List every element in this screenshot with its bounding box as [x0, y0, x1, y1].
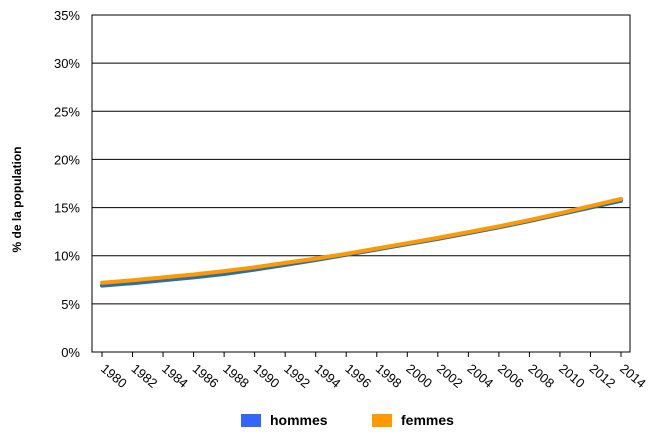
- x-tick-label: 2010: [556, 361, 588, 391]
- y-axis-ticks: 0% 5% 10% 15% 20% 25% 30% 35%: [54, 8, 80, 360]
- series-line-femmes: [100, 196, 623, 285]
- x-tick-label: 1984: [159, 361, 191, 391]
- y-tick-label: 10%: [54, 249, 80, 264]
- legend-swatch-femmes: [372, 414, 392, 427]
- legend: hommes femmes: [241, 412, 454, 428]
- x-tick-label: 2008: [525, 361, 557, 391]
- legend-label-femmes: femmes: [401, 412, 454, 428]
- series-lines: [100, 196, 623, 288]
- legend-label-hommes: hommes: [270, 412, 328, 428]
- x-tick-label: 1988: [220, 361, 252, 391]
- x-tick-label: 1996: [342, 361, 374, 391]
- x-tick-label: 2000: [403, 361, 435, 391]
- x-tick-label: 1986: [190, 361, 222, 391]
- series-line-hommes: [100, 198, 623, 288]
- x-tick-label: 1994: [312, 361, 344, 391]
- plot-frame: [91, 14, 631, 353]
- y-tick-label: 5%: [61, 297, 80, 312]
- x-tick-label: 2012: [587, 361, 619, 391]
- x-tick-label: 1992: [281, 361, 313, 391]
- y-tick-label: 0%: [61, 345, 80, 360]
- x-tick-label: 2004: [464, 361, 496, 391]
- y-tick-label: 20%: [54, 152, 80, 167]
- x-axis-ticks: 1980198219841986198819901992199419961998…: [98, 352, 649, 391]
- y-tick-label: 25%: [54, 104, 80, 119]
- y-axis-label: % de la population: [10, 146, 24, 252]
- y-tick-label: 15%: [54, 201, 80, 216]
- y-tick-label: 35%: [54, 8, 80, 23]
- x-tick-label: 1980: [98, 361, 130, 391]
- x-tick-label: 2006: [495, 361, 527, 391]
- x-tick-label: 1990: [251, 361, 283, 391]
- x-tick-label: 2002: [434, 361, 466, 391]
- legend-swatch-hommes: [241, 414, 261, 427]
- x-tick-label: 1998: [373, 361, 405, 391]
- x-tick-label: 1982: [129, 361, 161, 391]
- x-tick-label: 2014: [617, 361, 649, 391]
- y-tick-label: 30%: [54, 56, 80, 71]
- grid-lines: [92, 14, 630, 353]
